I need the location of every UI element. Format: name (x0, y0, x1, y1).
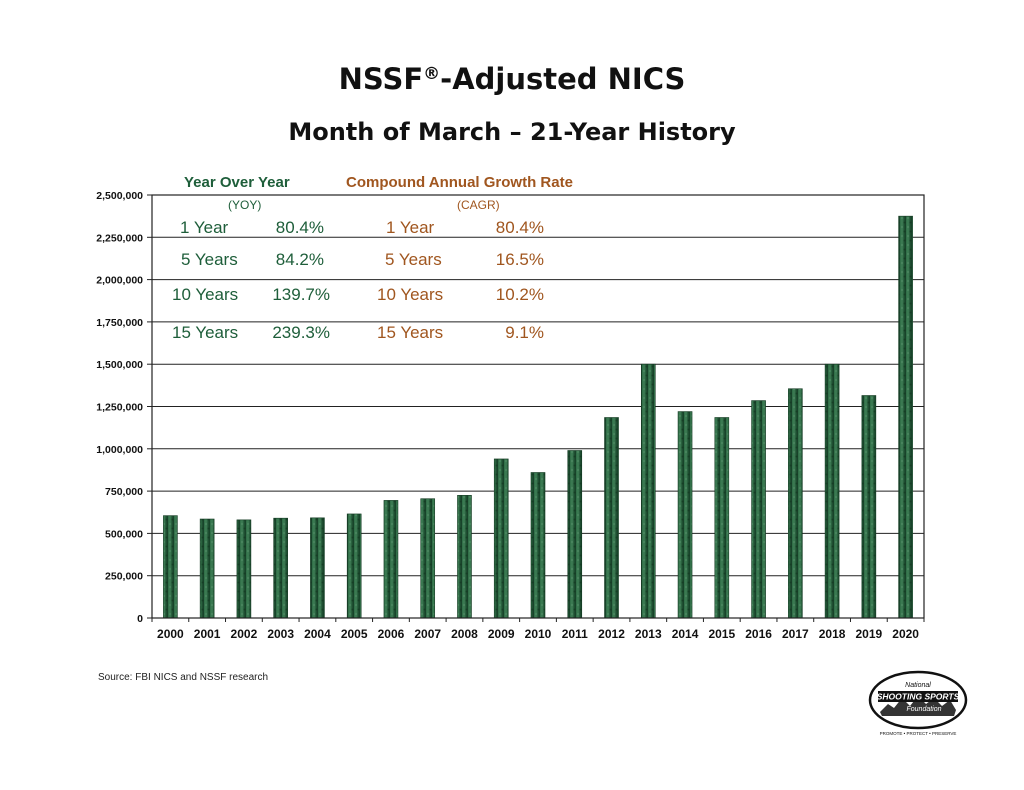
logo-motto: PROMOTE • PROTECT • PRESERVE (880, 731, 957, 736)
x-tick-label: 2017 (782, 627, 809, 641)
bar-2011 (567, 450, 583, 619)
y-axis-ticks: 0 250,000 500,000 750,000 1,000,000 1,250,000… (96, 190, 152, 625)
x-tick-label: 2000 (157, 627, 184, 641)
bar-2015 (714, 417, 730, 619)
x-tick-label: 2002 (231, 627, 258, 641)
bar-2014 (677, 411, 693, 619)
x-tick-label: 2016 (745, 627, 772, 641)
bar-2008 (457, 495, 472, 619)
bar-2001 (199, 518, 215, 619)
bar-2016 (751, 400, 766, 619)
bar-2017 (788, 388, 803, 619)
bar-2020 (898, 215, 913, 619)
x-tick-label: 2003 (267, 627, 294, 641)
bars (163, 215, 913, 619)
y-tick-label: 1,750,000 (96, 317, 143, 329)
x-tick-label: 2010 (525, 627, 552, 641)
x-tick-label: 2018 (819, 627, 846, 641)
y-tick-label: 2,000,000 (96, 275, 143, 287)
x-tick-label: 2019 (856, 627, 883, 641)
y-tick-label: 1,500,000 (96, 359, 143, 371)
logo-line-1: National (905, 682, 931, 689)
yoy-abbr: (YOY) (228, 198, 262, 212)
y-tick-label: 2,250,000 (96, 232, 143, 244)
bar-2013 (640, 363, 656, 619)
y-tick-label: 2,500,000 (96, 190, 143, 202)
y-tick-label: 500,000 (105, 528, 143, 540)
chart-title: NSSF®-Adjusted NICS (338, 62, 686, 96)
x-tick-label: 2015 (708, 627, 735, 641)
x-tick-label: 2007 (414, 627, 441, 641)
bar-2004 (310, 517, 325, 619)
x-tick-label: 2004 (304, 627, 331, 641)
cagr-heading: Compound Annual Growth Rate (346, 174, 573, 191)
chart-subtitle: Month of March – 21-Year History (288, 118, 736, 146)
plot-frame (151, 194, 925, 619)
y-tick-label: 750,000 (105, 486, 143, 498)
logo-line-3: Foundation (906, 706, 941, 713)
bar-2010 (530, 472, 546, 619)
y-tick-label: 1,250,000 (96, 402, 143, 414)
bar-2000 (163, 515, 178, 619)
bar-2002 (236, 519, 252, 619)
bar-2003 (273, 517, 288, 619)
x-tick-label: 2020 (892, 627, 919, 641)
x-tick-label: 2008 (451, 627, 478, 641)
source-note: Source: FBI NICS and NSSF research (98, 672, 269, 683)
x-tick-label: 2014 (672, 627, 699, 641)
y-tick-label: 250,000 (105, 571, 143, 583)
bar-2012 (604, 417, 619, 619)
y-tick-label: 0 (137, 613, 143, 625)
bar-2005 (346, 513, 362, 619)
x-tick-label: 2013 (635, 627, 662, 641)
logo-line-2: SHOOTING SPORTS (877, 692, 960, 702)
x-tick-label: 2009 (488, 627, 515, 641)
cagr-abbr: (CAGR) (457, 198, 500, 212)
x-axis-ticks: 2000 2001 2002 2003 2004 2005 2006 2007 2008 2009… (151, 618, 925, 641)
bar-2007 (420, 498, 436, 619)
x-tick-label: 2006 (378, 627, 405, 641)
x-tick-label: 2012 (598, 627, 625, 641)
bar-2019 (861, 395, 877, 619)
bar-2018 (824, 363, 840, 619)
bar-2006 (383, 500, 399, 619)
x-tick-label: 2005 (341, 627, 368, 641)
yoy-heading: Year Over Year (184, 174, 290, 191)
y-tick-label: 1,000,000 (96, 444, 143, 456)
x-tick-label: 2001 (194, 627, 221, 641)
nssf-logo: National SHOOTING SPORTS Foundation PROM… (868, 670, 968, 736)
x-tick-label: 2011 (562, 627, 588, 641)
bar-2009 (493, 458, 509, 619)
